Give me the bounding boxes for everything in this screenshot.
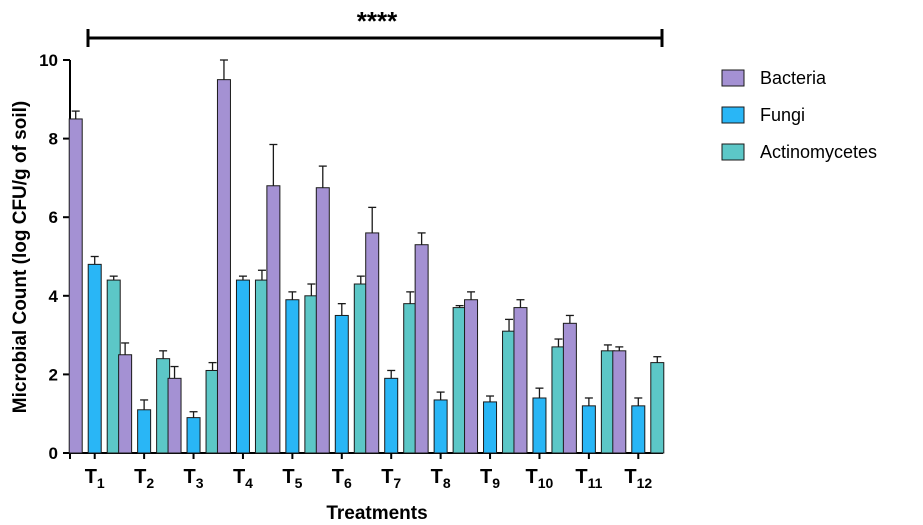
x-tick-label: T12 (624, 466, 652, 491)
y-tick-label: 2 (49, 365, 58, 384)
bar-fungi (334, 314, 349, 454)
significance-label: **** (357, 6, 398, 36)
x-tick-label: T7 (381, 466, 401, 491)
bar-fungi (87, 263, 102, 454)
bar-bacteria (68, 118, 83, 454)
x-tick-label: T11 (575, 466, 602, 491)
x-tick-label: T8 (431, 466, 451, 491)
legend-swatch-fungi (721, 106, 745, 124)
bar-actinomycetes (650, 362, 665, 454)
x-tick-label: T5 (282, 466, 302, 491)
bar-bacteria (414, 244, 429, 454)
x-tick-label: T1 (85, 466, 105, 491)
y-tick-label: 6 (49, 208, 58, 227)
bar-bacteria (612, 350, 627, 454)
x-tick-label: T6 (332, 466, 352, 491)
x-tick-label: T10 (526, 466, 554, 491)
bar-bacteria (562, 322, 577, 454)
bar-fungi (235, 279, 250, 454)
bar-fungi (186, 417, 201, 454)
bar-bacteria (216, 79, 231, 454)
bar-fungi (631, 405, 646, 454)
bar-fungi (137, 409, 152, 454)
bar-fungi (433, 399, 448, 454)
x-tick-label: T3 (184, 466, 204, 491)
y-tick-label: 10 (39, 51, 58, 70)
legend-swatch-bacteria (721, 69, 745, 87)
bar-bacteria (167, 377, 182, 454)
y-tick-label: 4 (49, 287, 59, 306)
bar-fungi (532, 397, 547, 454)
y-tick-label: 8 (49, 130, 58, 149)
x-tick-label: T2 (134, 466, 154, 491)
y-tick-label: 0 (49, 444, 58, 463)
legend-label-bacteria: Bacteria (760, 68, 827, 88)
bar-bacteria (118, 354, 133, 454)
plot-area: 0 2 4 6 8 10 T1 T2 T3 T4 T5 T6 T7 T8 T9 T10 T11 T12 (39, 29, 665, 491)
bar-bacteria (315, 187, 330, 454)
legend-swatch-actinomycetes (721, 143, 745, 161)
legend: Bacteria Fungi Actinomycetes (721, 68, 877, 162)
x-tick-label: T9 (480, 466, 500, 491)
bar-fungi (581, 405, 596, 454)
y-axis-title: Microbial Count (log CFU/g of soil) (10, 101, 31, 413)
bar-fungi (384, 377, 399, 454)
legend-label-actinomycetes: Actinomycetes (760, 142, 877, 162)
x-tick-label: T4 (233, 466, 253, 491)
bar-bacteria (464, 299, 479, 454)
bar-fungi (285, 299, 300, 454)
bar-bacteria (513, 307, 528, 454)
bar-bacteria (365, 232, 380, 454)
x-axis-title: Treatments (326, 503, 427, 524)
bar-bacteria (266, 185, 281, 454)
bar-fungi (483, 401, 498, 454)
legend-label-fungi: Fungi (760, 105, 805, 125)
